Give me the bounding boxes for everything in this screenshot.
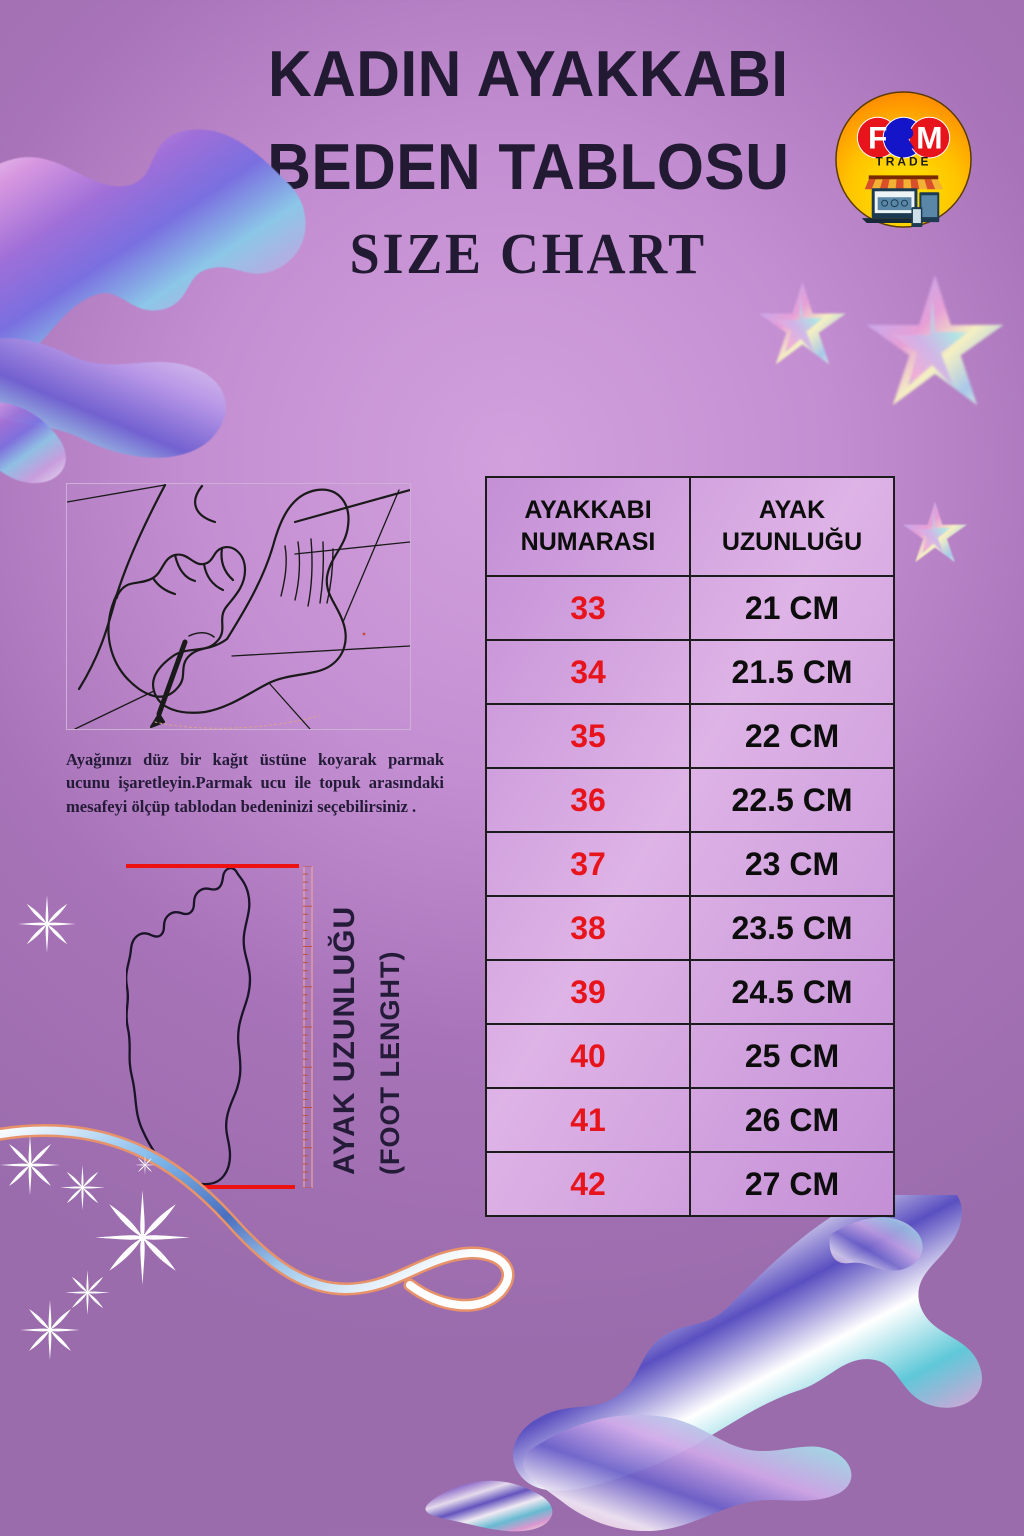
- svg-text:TRADE: TRADE: [876, 154, 932, 168]
- svg-text:F: F: [868, 120, 887, 156]
- svg-text:R: R: [892, 120, 915, 156]
- svg-text:M: M: [916, 120, 942, 156]
